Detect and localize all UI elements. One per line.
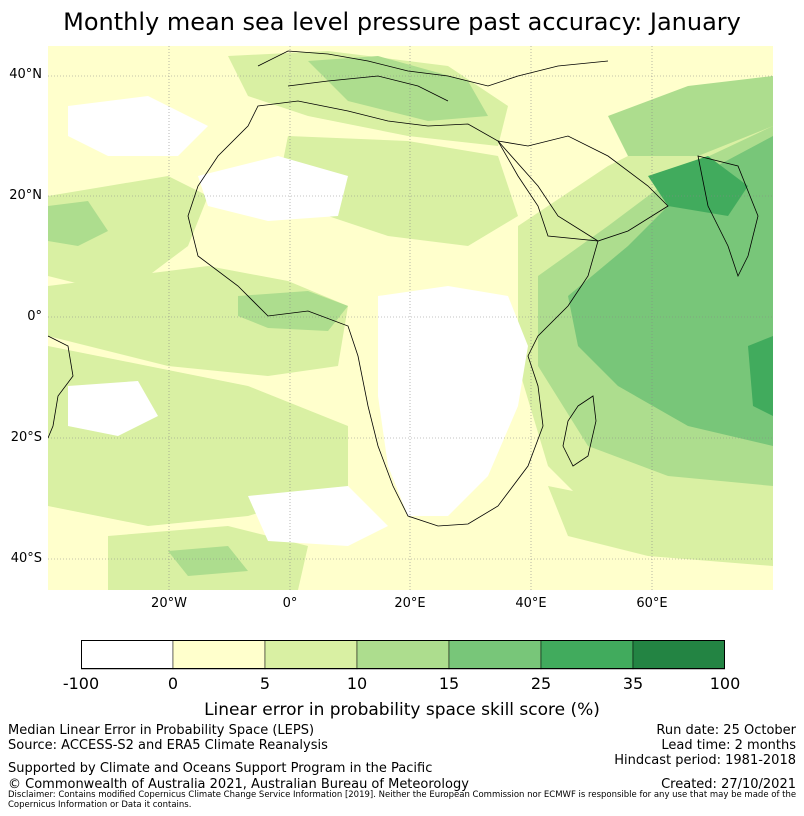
colorbar-tick-label: 25 xyxy=(530,674,552,693)
colorbar-tick-label: 10 xyxy=(346,674,368,693)
footer-lead-time: Lead time: 2 months xyxy=(661,738,796,753)
grid-lines xyxy=(48,46,773,590)
region-white-sahara xyxy=(198,156,348,221)
colorbar-segment xyxy=(448,640,542,670)
lat-label-20s: 20°S xyxy=(10,430,42,445)
region-low-north-africa xyxy=(278,136,518,246)
colorbar-tick-label: -100 xyxy=(62,674,100,693)
colorbar-tick-label: 15 xyxy=(438,674,460,693)
region-mid-north-atlantic xyxy=(48,201,108,246)
skill-map xyxy=(48,46,773,590)
colorbar-tick-label: 5 xyxy=(259,674,271,693)
coastlines xyxy=(48,50,759,527)
region-low-se xyxy=(548,486,773,566)
colorbar-segment xyxy=(356,640,450,670)
region-white-sw xyxy=(68,381,158,436)
lon-label-60e: 60°E xyxy=(636,596,668,611)
region-white-south xyxy=(248,486,388,546)
south-america-coast xyxy=(48,335,74,439)
lat-label-0: 0° xyxy=(27,309,42,324)
region-mid-med xyxy=(308,56,488,121)
footer-right: Run date: 25 October Lead time: 2 months… xyxy=(614,723,796,768)
lat-label-40n: 40°N xyxy=(9,67,42,82)
colorbar-segment xyxy=(264,640,358,670)
footer-copyright: © Commonwealth of Australia 2021, Austra… xyxy=(8,777,469,792)
region-white-atlantic xyxy=(68,96,208,156)
lon-label-0: 0° xyxy=(282,596,298,611)
africa-coast xyxy=(187,100,599,527)
colorbar-segment xyxy=(81,640,174,670)
footer-support: Supported by Climate and Oceans Support … xyxy=(8,761,433,776)
colorbar-tick-label: 100 xyxy=(709,674,741,693)
europe-coast xyxy=(257,50,609,102)
lat-label-20n: 20°N xyxy=(9,188,42,203)
footer-hindcast: Hindcast period: 1981-2018 xyxy=(614,753,796,768)
lon-label-40e: 40°E xyxy=(515,596,547,611)
region-mid-asia xyxy=(608,76,773,156)
colorbar xyxy=(81,640,725,670)
footer-source: Source: ACCESS-S2 and ERA5 Climate Reana… xyxy=(8,738,328,753)
footer-left: Median Linear Error in Probability Space… xyxy=(8,723,328,753)
colorbar-tick-label: 0 xyxy=(167,674,179,693)
arabia-coast xyxy=(496,135,669,242)
india-coast xyxy=(697,155,759,278)
region-higher-east xyxy=(748,336,773,416)
region-higher-arabian xyxy=(648,156,748,216)
colorbar-label: Linear error in probability space skill … xyxy=(204,700,600,720)
footer-created: Created: 27/10/2021 xyxy=(661,777,796,792)
footer-disclaimer: Disclaimer: Contains modified Copernicus… xyxy=(8,790,797,810)
region-mid-southern xyxy=(168,546,248,576)
colorbar-segment xyxy=(632,640,725,670)
colorbar-segment xyxy=(172,640,266,670)
footer-leps: Median Linear Error in Probability Space… xyxy=(8,723,315,738)
region-mid-gulf-guinea xyxy=(238,291,348,331)
chart-title: Monthly mean sea level pressure past acc… xyxy=(63,8,741,36)
colorbar-segment xyxy=(540,640,634,670)
lon-label-20w: 20°W xyxy=(151,596,187,611)
region-white-africa xyxy=(378,286,528,516)
colorbar-tick-label: 35 xyxy=(622,674,644,693)
lat-label-40s: 40°S xyxy=(10,551,42,566)
madagascar-coast xyxy=(562,395,597,467)
footer-run-date: Run date: 25 October xyxy=(656,723,796,738)
skill-regions xyxy=(48,51,773,590)
lon-label-20e: 20°E xyxy=(394,596,426,611)
